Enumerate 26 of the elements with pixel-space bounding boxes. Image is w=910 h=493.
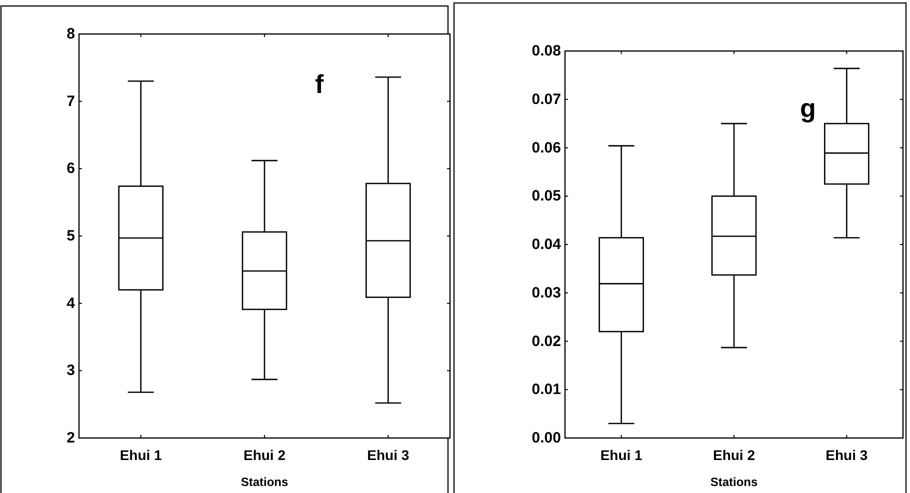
y-tick-label: 0.05 xyxy=(532,188,561,205)
x-tick-label: Ehui 3 xyxy=(826,447,868,463)
y-tick-label: 0.02 xyxy=(532,332,561,350)
x-tick-label: Ehui 1 xyxy=(600,447,643,463)
annotation: f xyxy=(315,69,324,99)
y-tick-label: 0.08 xyxy=(532,42,561,60)
y-tick-label: 0.01 xyxy=(532,381,561,398)
y-tick-label: 6 xyxy=(66,160,75,178)
y-tick-label: 3 xyxy=(66,362,75,380)
x-tick-label: Ehui 2 xyxy=(243,447,286,463)
y-tick-label: 5 xyxy=(66,228,75,244)
y-tick-label: 2 xyxy=(66,430,75,446)
annotation: g xyxy=(800,93,816,123)
y-tick-label: 8 xyxy=(66,26,75,42)
y-tick-label: 0.07 xyxy=(532,90,561,108)
y-tick-label: 7 xyxy=(66,92,75,110)
y-tick-label: 4 xyxy=(66,294,76,312)
x-axis-title: Stations xyxy=(240,475,288,489)
x-tick-label: Ehui 2 xyxy=(712,447,756,463)
y-tick-label: 0.03 xyxy=(532,284,561,302)
y-tick-label: 0.00 xyxy=(532,430,561,446)
y-tick-label: 0.06 xyxy=(532,139,561,156)
x-tick-label: Ehui 1 xyxy=(120,447,162,463)
x-axis-title: Stations xyxy=(710,475,758,489)
x-tick-label: Ehui 3 xyxy=(367,447,410,463)
y-tick-label: 0.04 xyxy=(532,236,562,253)
